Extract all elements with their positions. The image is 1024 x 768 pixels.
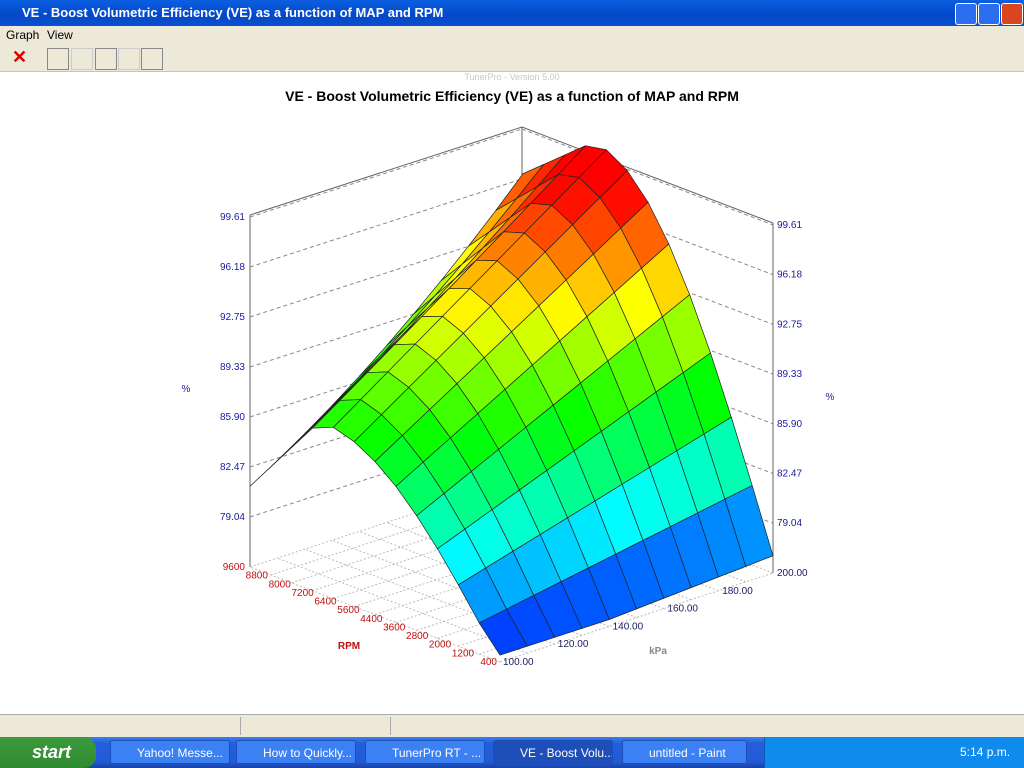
- close-graph-button[interactable]: ✕: [12, 47, 28, 67]
- taskbar-item[interactable]: Yahoo! Messe...: [110, 740, 230, 764]
- menu-item[interactable]: Graph: [6, 28, 40, 42]
- z-tick-label: 92.75: [220, 312, 245, 323]
- floor-grid: [249, 566, 501, 663]
- rpm-tick-label: 2800: [406, 631, 429, 642]
- floor-grid: [277, 557, 528, 654]
- watermark: TunerPro - Version 5.00: [464, 72, 559, 82]
- rpm-tick-label: 7200: [291, 588, 314, 599]
- chart-title: VE - Boost Volumetric Efficiency (VE) as…: [285, 88, 739, 104]
- z-tick-label: 79.04: [777, 518, 802, 529]
- rpm-tick-label: 8800: [246, 571, 269, 582]
- z-tick-label: 99.61: [220, 212, 245, 223]
- kpa-tick-label: 180.00: [722, 586, 753, 597]
- z-tick-label: 85.90: [220, 412, 245, 423]
- grid-line: [249, 178, 523, 268]
- window-title: VE - Boost Volumetric Efficiency (VE) as…: [22, 5, 444, 20]
- z-tick-label: 96.18: [220, 262, 245, 273]
- rpm-tick-label: 1200: [452, 648, 475, 659]
- z-axis-unit: %: [826, 392, 835, 403]
- rpm-tick-label: 2000: [429, 640, 452, 651]
- status-bar: [0, 714, 1024, 737]
- z-tick-label: 89.33: [220, 362, 245, 373]
- rpm-tick-label: 8000: [269, 579, 292, 590]
- restore-button[interactable]: [978, 3, 1000, 25]
- tool-button[interactable]: [141, 48, 163, 70]
- ve-surface: [249, 145, 774, 656]
- z-tick-label: 99.61: [777, 220, 802, 231]
- tool-button[interactable]: [71, 48, 93, 70]
- z-tick-label: 79.04: [220, 512, 245, 523]
- rpm-tick-label: 6400: [314, 597, 337, 608]
- tool-button[interactable]: [47, 48, 69, 70]
- z-axis-unit: %: [182, 384, 191, 395]
- taskbar: start Yahoo! Messe... How to Quickly... …: [0, 737, 1024, 768]
- surface-cell: [478, 608, 528, 656]
- taskbar-item[interactable]: untitled - Paint: [622, 740, 747, 764]
- chart: TunerPro - Version 5.00 VE - Boost Volum…: [182, 72, 835, 668]
- grid-line: [249, 128, 523, 218]
- system-tray: 5:14 p.m.: [764, 737, 1024, 768]
- kpa-tick-label: 120.00: [558, 639, 589, 650]
- rpm-axis-title: RPM: [338, 641, 360, 652]
- close-button[interactable]: [1001, 3, 1023, 25]
- z-tick-label: 82.47: [777, 469, 802, 480]
- kpa-tick-label: 200.00: [777, 568, 808, 579]
- z-tick-label: 89.33: [777, 369, 802, 380]
- kpa-tick-label: 160.00: [667, 604, 698, 615]
- z-tick-label: 92.75: [777, 319, 802, 330]
- start-button[interactable]: start: [0, 737, 96, 768]
- grid-line: [521, 128, 774, 226]
- taskbar-item[interactable]: How to Quickly...: [236, 740, 356, 764]
- clock: 5:14 p.m.: [960, 745, 1011, 759]
- kpa-axis-title: kPa: [649, 646, 667, 657]
- tool-button[interactable]: [95, 48, 117, 70]
- tool-button[interactable]: [118, 48, 140, 70]
- title-bar: VE - Boost Volumetric Efficiency (VE) as…: [0, 0, 1024, 26]
- menu-item[interactable]: View: [47, 28, 73, 42]
- rpm-tick-label: 3600: [383, 622, 406, 633]
- z-tick-label: 85.90: [777, 419, 802, 430]
- taskbar-item[interactable]: TunerPro RT - ...: [365, 740, 485, 764]
- kpa-tick-label: 140.00: [613, 621, 644, 632]
- z-tick-label: 82.47: [220, 462, 245, 473]
- kpa-tick-label: 100.00: [503, 657, 534, 668]
- toolbar: ✕: [0, 45, 1024, 72]
- rpm-tick-label: 400: [480, 657, 497, 668]
- rpm-tick-label: 5600: [337, 605, 360, 616]
- taskbar-item[interactable]: VE - Boost Volu...: [493, 740, 613, 764]
- rpm-tick-label: 9600: [223, 562, 246, 573]
- menu-bar: Graph View: [0, 26, 1024, 45]
- z-tick-label: 96.18: [777, 270, 802, 281]
- rpm-tick-label: 4400: [360, 614, 383, 625]
- minimize-button[interactable]: [955, 3, 977, 25]
